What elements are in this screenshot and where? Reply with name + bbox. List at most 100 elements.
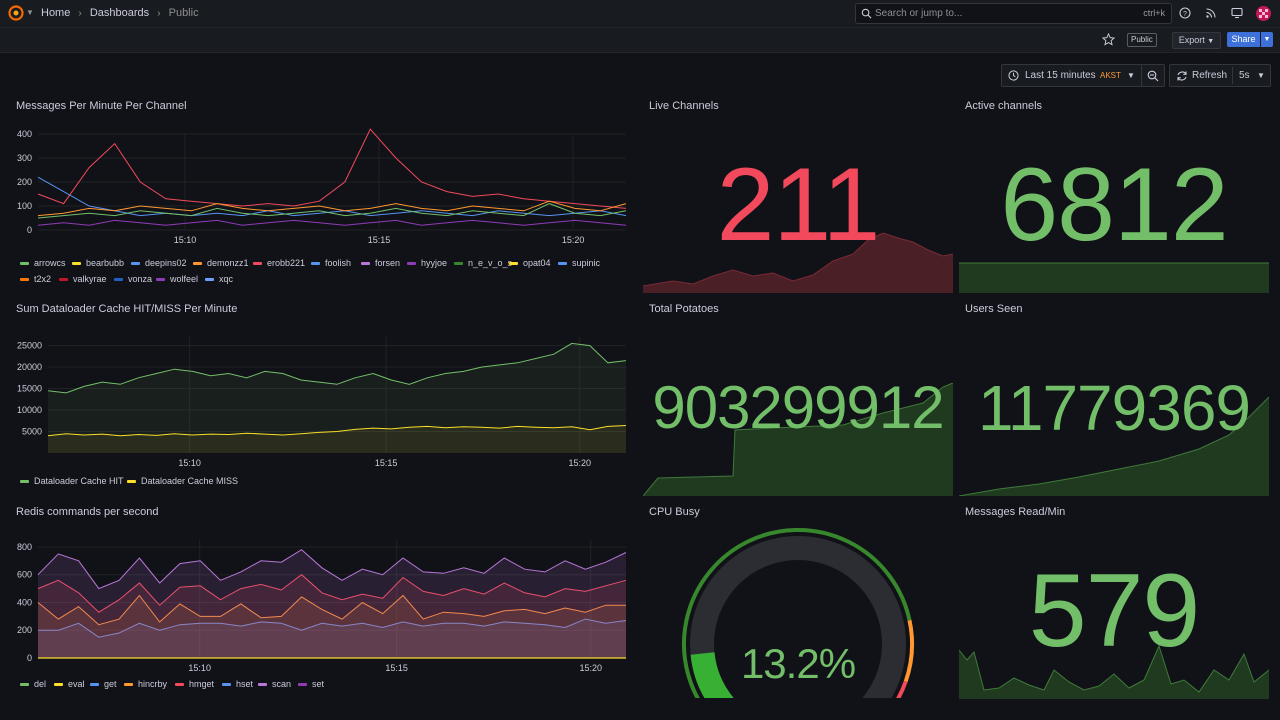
active-channels-value: 6812: [1000, 147, 1228, 263]
legend-item[interactable]: t2x2: [20, 274, 51, 284]
search-input[interactable]: Search or jump to... ctrl+k: [855, 3, 1172, 24]
refresh-button[interactable]: Refresh 5s ▼: [1169, 64, 1271, 87]
legend-item[interactable]: deepins02: [131, 258, 187, 268]
legend-swatch: [20, 278, 29, 282]
legend-item[interactable]: opat04: [509, 258, 551, 268]
panel-messages-read[interactable]: Messages Read/Min 579: [959, 506, 1269, 699]
chevron-down-icon: ▼: [1207, 38, 1215, 45]
panel-title: Users Seen: [965, 303, 1023, 315]
export-label: Export: [1178, 35, 1205, 45]
legend-item[interactable]: xqc: [205, 274, 233, 284]
dataloader-cache-chart[interactable]: 5000 10000 15000 20000 25000 15:10 15:15 15:20: [16, 331, 628, 471]
chevron-down-icon[interactable]: ▼: [26, 8, 34, 17]
export-button[interactable]: Export ▼: [1172, 32, 1221, 49]
panel-total-potatoes[interactable]: Total Potatoes 903299912: [643, 303, 953, 496]
user-avatar[interactable]: [1256, 6, 1271, 21]
messages-read-value: 579: [1028, 553, 1201, 669]
panel-title: Total Potatoes: [649, 303, 719, 315]
zoom-out-button[interactable]: [1141, 64, 1165, 87]
panel-live-channels[interactable]: Live Channels 211: [643, 100, 953, 293]
breadcrumb: Home › Dashboards › Public: [41, 7, 199, 19]
legend-swatch: [193, 262, 202, 266]
legend-item[interactable]: bearbubb: [72, 258, 124, 268]
dashboard-toolbar: Public Export ▼ Share ▼: [0, 28, 1280, 53]
legend-item[interactable]: wolfeel: [156, 274, 198, 284]
legend-item[interactable]: valkyrae: [59, 274, 107, 284]
legend-swatch: [54, 683, 63, 687]
breadcrumb-home[interactable]: Home: [41, 7, 71, 19]
refresh-interval[interactable]: 5s: [1239, 70, 1250, 81]
legend-item[interactable]: del: [20, 679, 46, 689]
messages-per-minute-chart[interactable]: 0 100 200 300 400 15:10 15:15 15:20: [16, 128, 628, 248]
rss-icon[interactable]: [1205, 7, 1217, 19]
legend-item[interactable]: hincrby: [124, 679, 167, 689]
legend-item[interactable]: get: [90, 679, 117, 689]
zoom-out-icon: [1147, 70, 1159, 82]
x-tick-label: 15:15: [375, 458, 398, 468]
legend-label: hincrby: [138, 679, 168, 689]
legend-swatch: [509, 262, 518, 266]
series-area: [38, 595, 626, 658]
legend-swatch: [407, 262, 416, 266]
total-potatoes-value: 903299912: [652, 374, 944, 441]
legend-label: Dataloader Cache HIT: [34, 476, 124, 486]
legend-label: hyyjoe: [421, 258, 448, 268]
panel-users-seen[interactable]: Users Seen 11779369: [959, 303, 1269, 496]
panel-messages-per-minute[interactable]: Messages Per Minute Per Channel 0 100 200 3…: [16, 100, 628, 290]
breadcrumb-dashboards[interactable]: Dashboards: [89, 7, 150, 19]
breadcrumb-current: Public: [168, 7, 199, 19]
cpu-busy-value: 13.2%: [740, 640, 856, 687]
y-tick-label: 20000: [17, 362, 42, 372]
legend-swatch: [20, 262, 29, 266]
gauge-threshold-green: [681, 528, 912, 698]
legend-item[interactable]: foolish: [311, 258, 351, 268]
legend-item[interactable]: arrowcs: [20, 258, 66, 268]
legend-item[interactable]: erobb221: [253, 258, 305, 268]
legend-swatch: [20, 480, 29, 484]
y-tick-label: 400: [17, 129, 32, 139]
users-seen-sparkline: [959, 396, 1269, 496]
share-button[interactable]: Share: [1227, 32, 1260, 47]
panel-dataloader-cache[interactable]: Sum Dataloader Cache HIT/MISS Per Minute…: [16, 303, 628, 493]
legend-item[interactable]: demonzz1: [193, 258, 249, 268]
panel-cpu-busy[interactable]: CPU Busy 13.2%: [643, 506, 953, 706]
legend-swatch: [205, 278, 214, 282]
grafana-logo-icon[interactable]: [8, 5, 24, 21]
help-icon[interactable]: ?: [1179, 7, 1191, 19]
legend-item[interactable]: hmget: [175, 679, 214, 689]
users-seen-value: 11779369: [978, 372, 1251, 444]
legend-item[interactable]: hyyjoe: [407, 258, 447, 268]
legend-item[interactable]: Dataloader Cache HIT: [20, 476, 124, 486]
y-tick-label: 800: [17, 542, 32, 552]
legend-item[interactable]: supinic: [558, 258, 600, 268]
chevron-down-icon: ▼: [1127, 71, 1135, 80]
time-range-picker[interactable]: Last 15 minutes AKST ▼: [1001, 64, 1143, 87]
x-tick-label: 15:20: [562, 235, 585, 245]
legend-item[interactable]: Dataloader Cache MISS: [127, 476, 238, 486]
legend-label: get: [104, 679, 117, 689]
legend-item[interactable]: hset: [222, 679, 253, 689]
legend-item[interactable]: vonza: [114, 274, 152, 284]
legend-label: xqc: [219, 274, 234, 284]
share-dropdown-button[interactable]: ▼: [1261, 32, 1273, 47]
legend-swatch: [361, 262, 370, 266]
legend-item[interactable]: scan: [258, 679, 291, 689]
redis-commands-chart[interactable]: 0 200 400 600 800 15:10 15:15 15:20: [16, 534, 628, 676]
chevron-right-icon: ›: [78, 8, 82, 19]
y-tick-label: 400: [17, 597, 32, 607]
legend-label: del: [34, 679, 47, 689]
panel-title: Messages Per Minute Per Channel: [16, 100, 187, 112]
legend-item[interactable]: eval: [54, 679, 85, 689]
x-tick-label: 15:20: [568, 458, 591, 468]
star-icon[interactable]: [1102, 33, 1115, 46]
monitor-icon[interactable]: [1231, 7, 1243, 19]
panel-active-channels[interactable]: Active channels 6812: [959, 100, 1269, 293]
legend-item[interactable]: set: [298, 679, 324, 689]
panel-title: Live Channels: [649, 100, 719, 112]
legend-item[interactable]: n_e_v_o_s: [454, 258, 512, 268]
legend-label: wolfeel: [170, 274, 199, 284]
legend-swatch: [156, 278, 165, 282]
panel-redis-commands[interactable]: Redis commands per second 0 200 400 600 800 1…: [16, 506, 628, 706]
legend-item[interactable]: forsen: [361, 258, 400, 268]
x-tick-label: 15:10: [178, 458, 201, 468]
